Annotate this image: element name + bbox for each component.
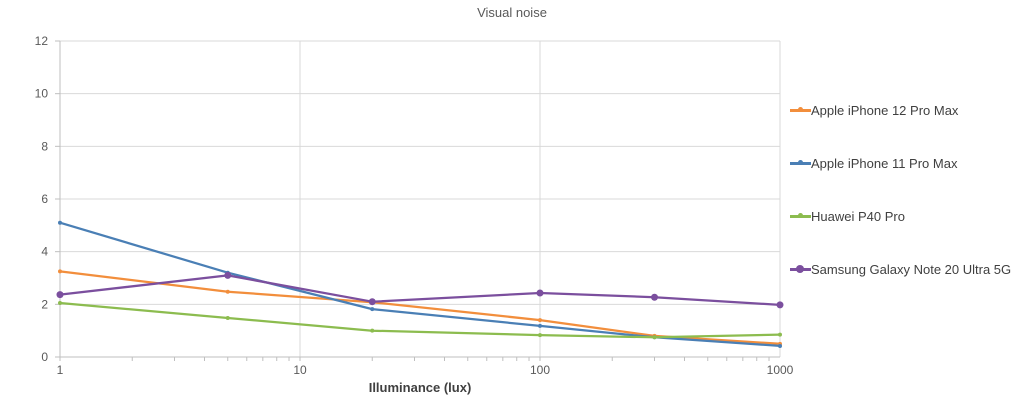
y-tick-label: 2 [41, 297, 48, 311]
x-tick-label: 1 [57, 363, 64, 377]
chart-title: Visual noise [477, 5, 547, 20]
legend-swatch [790, 159, 811, 165]
series-3 [56, 271, 784, 309]
legend-label: Huawei P40 Pro [811, 208, 905, 224]
data-point [225, 289, 230, 294]
data-point [538, 323, 542, 328]
y-tick-label: 4 [41, 245, 48, 259]
series-line [59, 221, 781, 348]
x-tick-label: 1000 [767, 363, 794, 377]
x-tick-label: 10 [293, 363, 307, 377]
series-lines [56, 220, 784, 348]
legend-item: Apple iPhone 11 Pro Max [790, 153, 957, 173]
data-point [58, 269, 62, 274]
y-tick-label: 6 [41, 192, 48, 206]
series-line [59, 301, 781, 339]
legend-marker [798, 159, 803, 165]
y-tick-label: 8 [41, 139, 48, 153]
data-point [56, 291, 64, 299]
data-point [651, 293, 659, 301]
data-point [776, 301, 784, 309]
y-tick-label: 12 [35, 34, 49, 48]
legend-swatch [790, 264, 811, 273]
legend-swatch [790, 212, 811, 218]
data-point [225, 316, 230, 321]
x-tick-label: 100 [530, 363, 550, 377]
data-point [536, 289, 544, 297]
data-point [224, 271, 232, 279]
data-point [368, 298, 376, 306]
data-point [370, 328, 375, 333]
legend-swatch [790, 106, 811, 112]
data-point [58, 301, 62, 306]
legend-item: Samsung Galaxy Note 20 Ultra 5G [790, 259, 1011, 279]
x-axis-label: Illuminance (lux) [368, 380, 472, 395]
series-0 [58, 269, 782, 346]
legend-label: Apple iPhone 11 Pro Max [811, 155, 958, 171]
tick-labels: 0 2 4 6 8 10 12 1 10 100 1000 [35, 34, 794, 377]
legend-marker [798, 106, 803, 112]
y-tick-label: 0 [41, 350, 48, 364]
legend-item: Huawei P40 Pro [790, 206, 905, 226]
grid-lines [60, 40, 781, 357]
data-point [778, 332, 782, 337]
legend-label: Samsung Galaxy Note 20 Ultra 5G [811, 261, 1012, 277]
legend-marker [798, 212, 803, 218]
legend-label: Apple iPhone 12 Pro Max [811, 102, 959, 118]
legend-item: Apple iPhone 12 Pro Max [790, 100, 958, 120]
data-point [58, 220, 62, 225]
series-2 [58, 301, 782, 340]
data-point [778, 343, 782, 348]
y-tick-label: 10 [35, 87, 49, 101]
legend-marker [796, 264, 804, 273]
data-point [652, 335, 657, 340]
data-point [370, 307, 375, 312]
data-point [538, 318, 542, 323]
series-line [59, 274, 781, 307]
data-point [538, 333, 542, 338]
